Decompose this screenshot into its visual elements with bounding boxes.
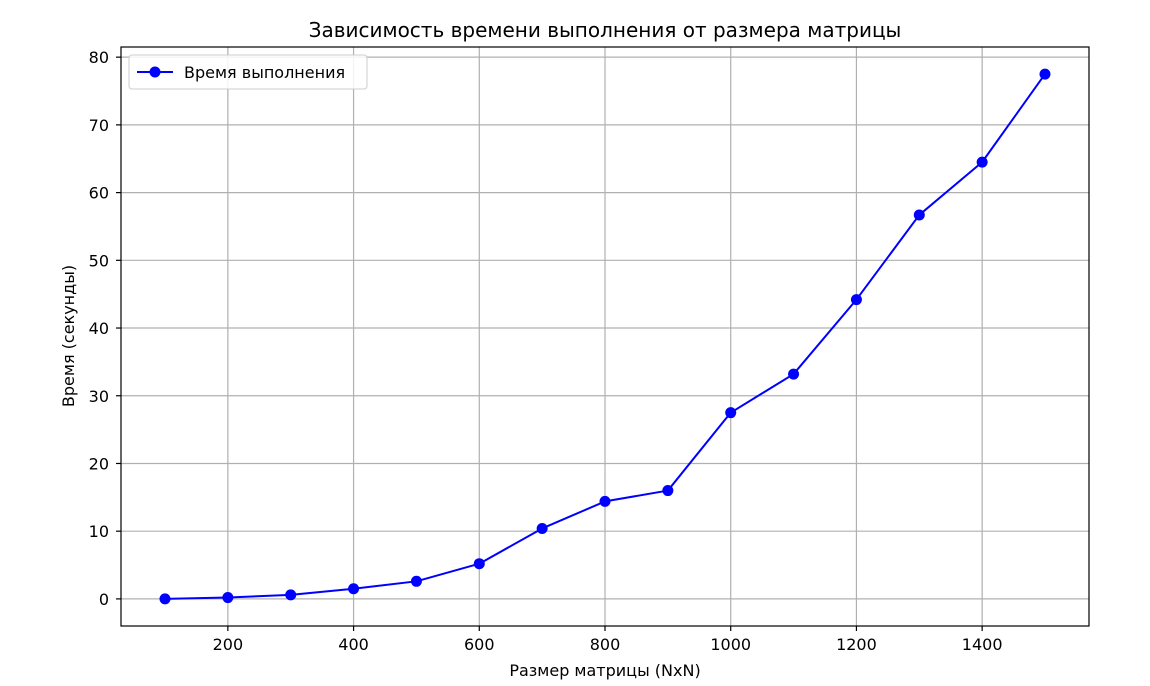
data-point — [285, 589, 297, 601]
y-tick-label: 30 — [89, 387, 109, 406]
grid — [121, 47, 1089, 626]
legend-box — [128, 54, 368, 90]
data-point — [473, 558, 485, 570]
data-point — [222, 592, 234, 604]
data-point — [599, 495, 611, 507]
y-tick-label: 40 — [89, 319, 109, 338]
data-point — [913, 209, 925, 221]
x-tick-label: 1000 — [710, 635, 751, 654]
data-point — [536, 522, 548, 534]
y-tick-label: 10 — [89, 522, 109, 541]
y-tick-label: 20 — [89, 454, 109, 473]
data-point — [410, 575, 422, 587]
x-tick-label: 1400 — [962, 635, 1003, 654]
data-point — [976, 156, 988, 168]
y-tick-label: 60 — [89, 184, 109, 203]
data-point — [159, 593, 171, 605]
x-tick-label: 800 — [590, 635, 621, 654]
x-tick-label: 1200 — [836, 635, 877, 654]
x-tick-label: 400 — [338, 635, 369, 654]
data-point — [348, 583, 360, 595]
data-point — [850, 294, 862, 306]
data-point — [788, 368, 800, 380]
legend-label: Время выполнения — [184, 63, 345, 82]
chart-title: Зависимость времени выполнения от размер… — [309, 18, 902, 42]
x-tick-label: 200 — [213, 635, 244, 654]
data-point — [662, 485, 674, 497]
series-layer — [159, 68, 1051, 605]
legend-marker — [149, 66, 161, 78]
x-axis-label: Размер матрицы (NxN) — [509, 661, 700, 680]
y-tick-label: 70 — [89, 116, 109, 135]
x-tick-label: 600 — [464, 635, 495, 654]
ticks: 200 400 600 800 1000 1200 1400 0 10 20 30 40 50 60 70 8… — [89, 48, 1003, 654]
y-axis-label: Время (секунды) — [59, 265, 78, 407]
legend: Время выполнения — [128, 54, 368, 90]
y-tick-label: 0 — [99, 590, 109, 609]
y-tick-label: 80 — [89, 48, 109, 67]
data-point — [1039, 68, 1051, 80]
y-tick-label: 50 — [89, 251, 109, 270]
data-point — [725, 407, 737, 419]
